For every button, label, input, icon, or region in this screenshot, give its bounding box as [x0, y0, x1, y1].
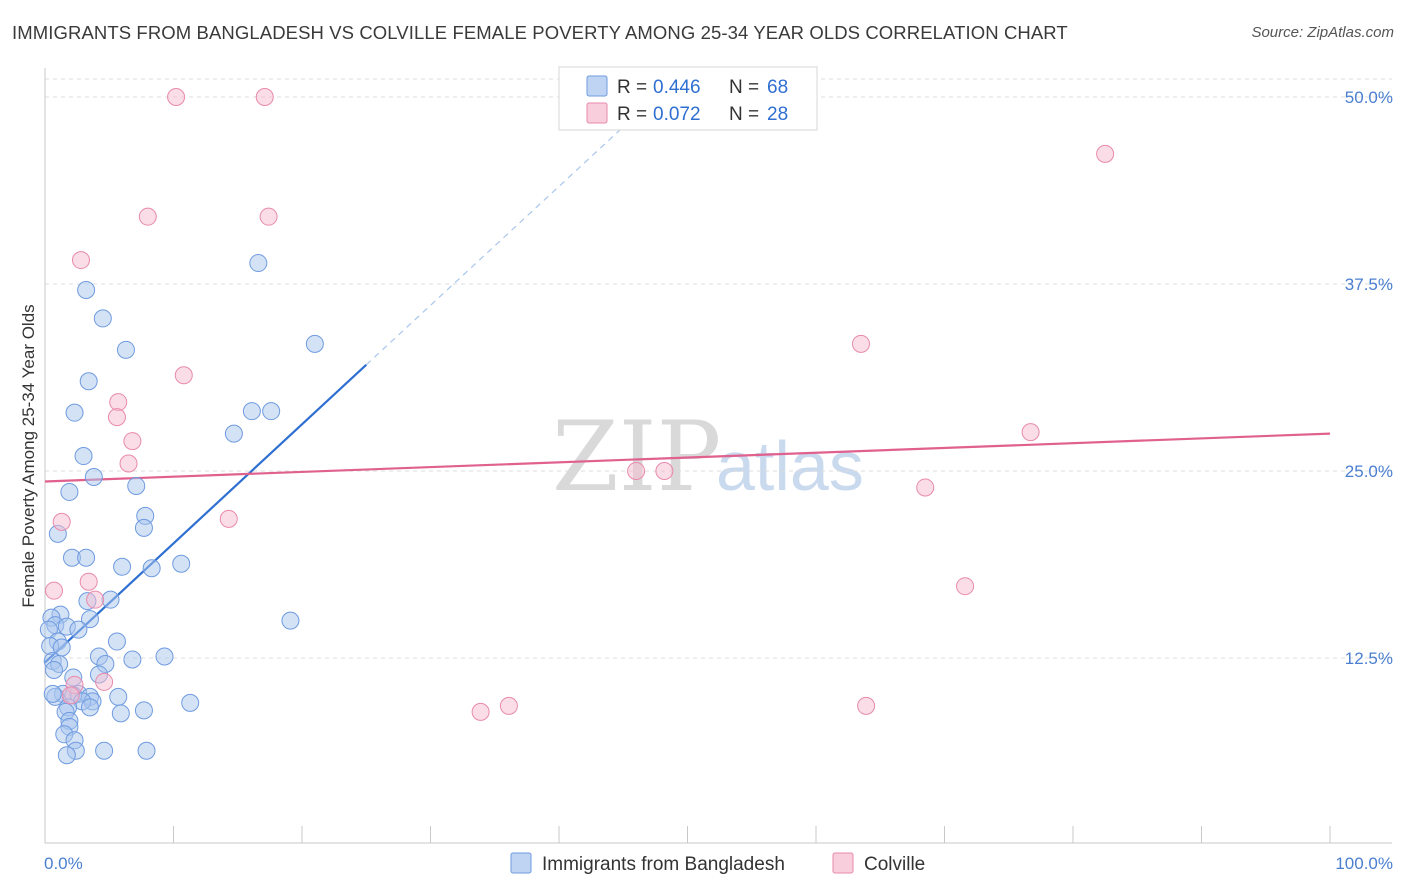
data-point-bangladesh [74, 447, 93, 466]
watermark: ZIP atlas [552, 401, 864, 513]
legend-n-label-bangladesh: N = [729, 77, 759, 98]
data-point-bangladesh [109, 687, 128, 706]
data-point-bangladesh [134, 518, 153, 537]
data-point-colville [471, 702, 490, 721]
x-tick-label: 100.0% [1335, 854, 1393, 873]
series-legend-swatch-colville [832, 852, 854, 874]
y-tick-label: 37.5% [1345, 275, 1393, 294]
data-point-bangladesh [107, 632, 126, 651]
trend-line-bangladesh-extension [365, 126, 624, 366]
data-point-bangladesh [142, 559, 161, 578]
data-point-colville [86, 590, 105, 609]
y-tick-label: 12.5% [1345, 649, 1393, 668]
chart-title: IMMIGRANTS FROM BANGLADESH VS COLVILLE F… [12, 22, 1068, 43]
data-point-bangladesh [181, 693, 200, 712]
data-point-bangladesh [113, 557, 132, 576]
data-point-colville [123, 432, 142, 451]
data-point-bangladesh [65, 403, 84, 422]
data-point-colville [174, 366, 193, 385]
watermark-atlas: atlas [716, 427, 864, 505]
series-legend-label-colville: Colville [864, 854, 925, 875]
data-point-colville [167, 88, 186, 106]
data-point-bangladesh [77, 548, 96, 567]
series-legend-label-bangladesh: Immigrants from Bangladesh [542, 854, 785, 875]
y-axis-title: Female Poverty Among 25-34 Year Olds [19, 304, 38, 607]
y-tick-label: 50.0% [1345, 88, 1393, 107]
data-point-colville [107, 408, 126, 427]
series-legend-swatch-bangladesh [510, 852, 532, 874]
trend-lines [44, 126, 1331, 664]
data-point-bangladesh [93, 309, 112, 328]
data-point-bangladesh [60, 482, 79, 501]
data-point-colville [857, 696, 876, 715]
data-point-bangladesh [77, 280, 96, 299]
data-point-bangladesh [80, 698, 99, 717]
data-point-colville [916, 478, 935, 497]
data-point-colville [956, 577, 975, 596]
data-point-bangladesh [134, 701, 153, 720]
data-point-bangladesh [262, 402, 281, 421]
legend-r-label-colville: R = [617, 104, 647, 125]
data-point-colville [655, 462, 674, 480]
data-point-colville [627, 462, 646, 480]
source-label: Source: ZipAtlas.com [1251, 24, 1394, 41]
data-point-colville [851, 334, 870, 353]
legend-r-label-bangladesh: R = [617, 77, 647, 98]
data-point-colville [119, 454, 138, 473]
data-point-colville [255, 88, 274, 106]
data-point-colville [44, 581, 63, 600]
data-point-colville [138, 207, 157, 226]
data-point-bangladesh [101, 590, 120, 609]
legend-r-value-bangladesh: 0.446 [653, 77, 701, 98]
data-point-colville [1021, 423, 1040, 442]
data-point-bangladesh [242, 402, 261, 421]
legend-n-label-colville: N = [729, 104, 759, 125]
data-point-colville [95, 672, 114, 691]
gridlines [45, 78, 1392, 659]
data-point-bangladesh [249, 254, 268, 273]
data-point-bangladesh [123, 650, 142, 669]
data-point-bangladesh [44, 660, 63, 679]
data-point-colville [219, 509, 238, 528]
data-point-colville [61, 686, 80, 705]
data-point-bangladesh [155, 647, 174, 666]
y-tick-label: 25.0% [1345, 462, 1393, 481]
data-point-colville [1096, 144, 1115, 163]
data-point-bangladesh [137, 741, 156, 760]
legend-r-value-colville: 0.072 [653, 104, 701, 125]
data-point-colville [52, 512, 71, 531]
series-legend: Immigrants from Bangladesh Colville [510, 852, 925, 875]
data-point-bangladesh [224, 424, 243, 443]
data-point-bangladesh [79, 372, 98, 391]
data-point-bangladesh [111, 704, 130, 723]
data-point-bangladesh [84, 467, 103, 486]
data-point-bangladesh [80, 610, 99, 629]
data-point-bangladesh [127, 476, 146, 495]
data-point-bangladesh [69, 620, 88, 639]
data-point-bangladesh [95, 741, 114, 760]
trend-line-bangladesh [44, 363, 367, 664]
data-point-colville [109, 393, 128, 412]
data-point-colville [499, 696, 518, 715]
legend-swatch-colville [586, 102, 608, 124]
legend-swatch-bangladesh [586, 75, 608, 97]
x-tick-label: 0.0% [44, 854, 83, 873]
data-point-colville [79, 572, 98, 591]
data-point-bangladesh [172, 554, 191, 573]
data-points [39, 88, 1115, 765]
data-point-bangladesh [281, 611, 300, 630]
data-point-bangladesh [57, 746, 76, 765]
tick-labels: 12.5% 25.0% 37.5% 50.0% 0.0% 100.0% [44, 88, 1393, 873]
data-point-colville [71, 251, 90, 270]
legend-n-value-bangladesh: 68 [767, 77, 788, 98]
axes [44, 68, 1392, 844]
data-point-bangladesh [116, 340, 135, 359]
data-point-colville [259, 207, 278, 226]
correlation-legend: R = 0.446 N = 68 R = 0.072 N = 28 [558, 66, 818, 131]
data-point-bangladesh [43, 684, 62, 703]
trend-line-colville [44, 432, 1331, 483]
legend-n-value-colville: 28 [767, 104, 788, 125]
data-point-bangladesh [305, 334, 324, 353]
